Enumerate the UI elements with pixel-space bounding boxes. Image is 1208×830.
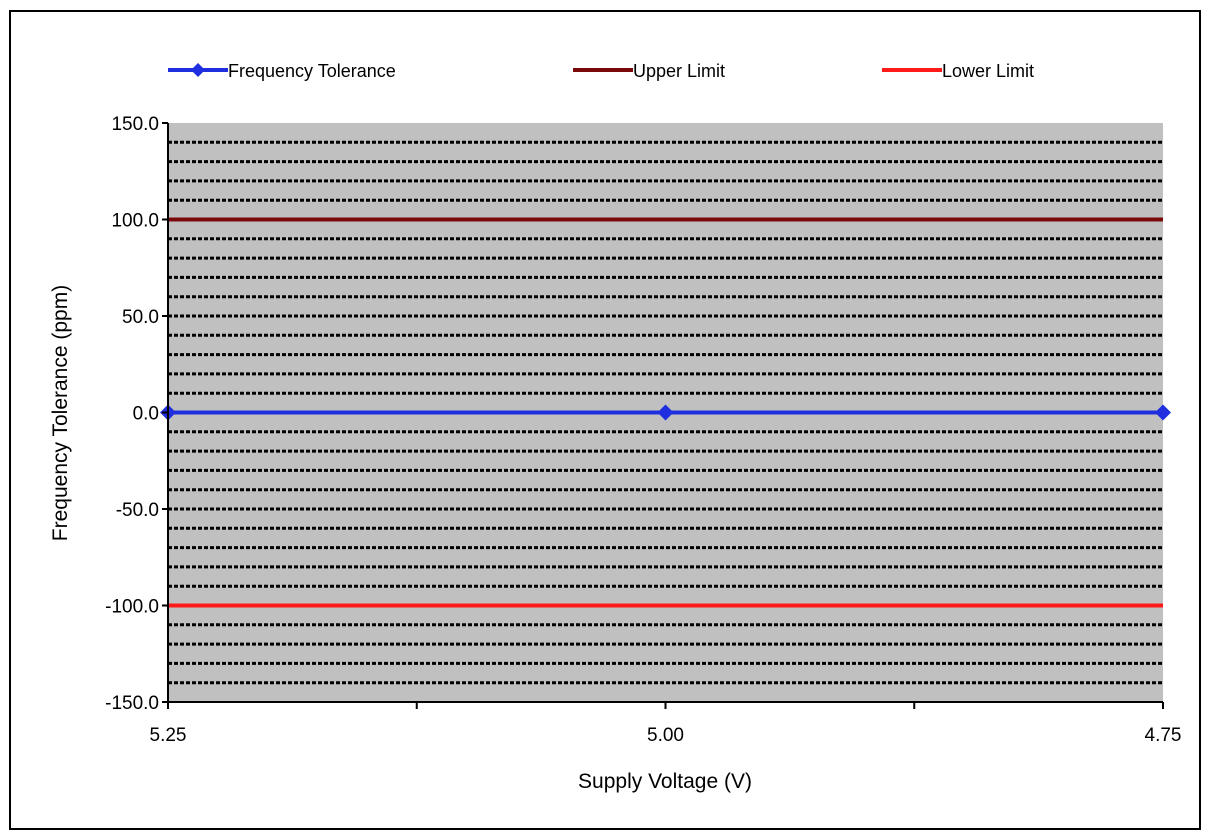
legend-label-lower-limit: Lower Limit bbox=[942, 61, 1034, 81]
axes bbox=[162, 122, 1164, 709]
series-point-frequency-tolerance bbox=[657, 404, 674, 421]
x-tick-labels: 5.25 5.00 4.75 bbox=[150, 725, 1182, 746]
series-point-frequency-tolerance bbox=[1155, 404, 1171, 421]
y-tick-label: -100.0 bbox=[105, 597, 159, 618]
x-axis-title: Supply Voltage (V) bbox=[578, 770, 752, 793]
y-tick-label: -50.0 bbox=[116, 500, 159, 521]
legend-marker-frequency-tolerance bbox=[191, 63, 205, 77]
x-tick-label: 4.75 bbox=[1145, 725, 1182, 746]
y-axis-title: Frequency Tolerance (ppm) bbox=[49, 285, 72, 541]
y-tick-label: 50.0 bbox=[122, 307, 159, 328]
series-layer bbox=[160, 217, 1171, 608]
legend-label-frequency-tolerance: Frequency Tolerance bbox=[228, 61, 396, 81]
y-tick-label: -150.0 bbox=[105, 693, 159, 714]
legend-label-upper-limit: Upper Limit bbox=[633, 61, 725, 81]
y-tick-label: 150.0 bbox=[111, 114, 159, 135]
legend: Frequency Tolerance Upper Limit Lower Limi… bbox=[168, 61, 1034, 81]
y-tick-label: 0.0 bbox=[133, 404, 159, 425]
y-tick-labels: 150.0 100.0 50.0 0.0 -50.0 -100.0 -150.0 bbox=[105, 114, 159, 714]
y-tick-label: 100.0 bbox=[111, 211, 159, 232]
x-tick-label: 5.00 bbox=[647, 725, 684, 746]
x-tick-label: 5.25 bbox=[150, 725, 187, 746]
